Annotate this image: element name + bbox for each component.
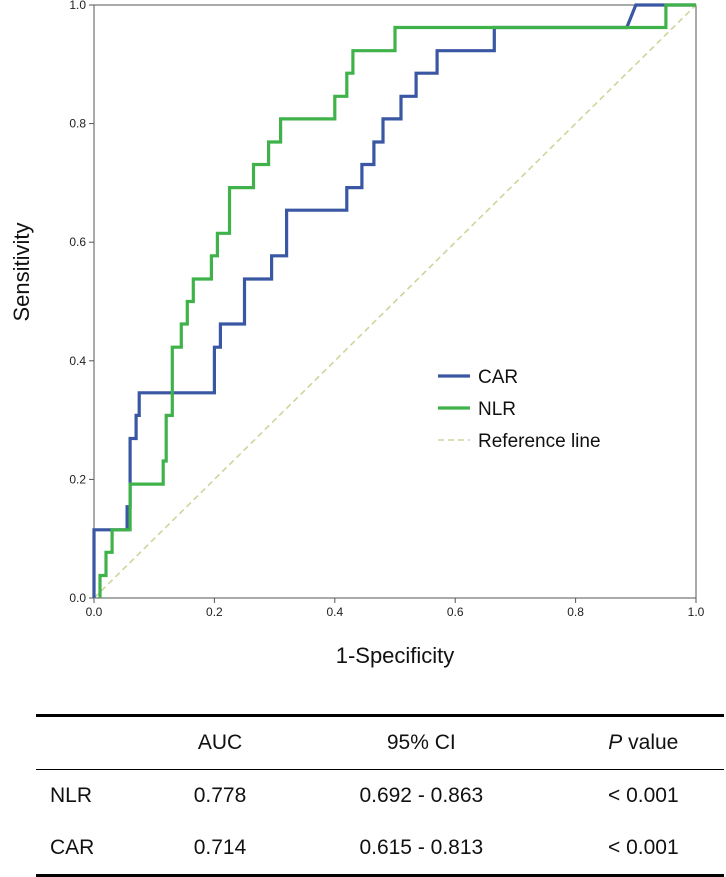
x-tick-label: 0.2 — [206, 605, 223, 619]
y-tick-label: 0.6 — [69, 235, 86, 249]
table-row: CAR 0.714 0.615 - 0.813 < 0.001 — [36, 822, 724, 876]
x-tick-label: 0.4 — [326, 605, 343, 619]
header-auc: AUC — [197, 731, 243, 754]
p-value: < 0.001 — [607, 784, 679, 807]
legend-label: CAR — [478, 367, 518, 388]
y-tick-label: 0.0 — [69, 591, 86, 605]
header-p-value: P value — [563, 716, 724, 770]
header-ci: 95% CI — [386, 731, 456, 754]
ci-value: 0.692 - 0.863 — [359, 784, 484, 807]
legend-label: NLR — [478, 399, 516, 420]
p-symbol: P — [608, 731, 623, 754]
header-blank — [36, 716, 160, 770]
ci-value: 0.615 - 0.813 — [359, 836, 484, 859]
x-tick-label: 1.0 — [688, 605, 705, 619]
table-header-row: AUC 95% CI P value — [36, 715, 724, 770]
series-line-car — [92, 3, 696, 598]
x-tick-label: 0.0 — [86, 605, 103, 619]
roc-chart: 0.0 0.2 0.4 0.6 0.8 1.0 0.0 0.2 0.4 0.6 0.8 1.0 1-S… — [9, 0, 705, 668]
y-tick-label: 0.4 — [69, 354, 86, 368]
x-tick-label: 0.6 — [447, 605, 464, 619]
p-value: < 0.001 — [607, 836, 679, 859]
y-axis-title: Sensitivity — [9, 222, 34, 321]
auc-table: AUC 95% CI P value NLR 0.778 0.692 - 0.8… — [36, 714, 724, 877]
axis-ticks: 0.0 0.2 0.4 0.6 0.8 1.0 0.0 0.2 0.4 0.6 0.8 1.0 — [69, 0, 704, 619]
auc-value: 0.778 — [193, 784, 247, 807]
legend: CAR NLR Reference line — [438, 367, 601, 452]
row-label: NLR — [50, 784, 93, 807]
row-label: CAR — [50, 836, 95, 859]
y-tick-label: 1.0 — [69, 0, 86, 12]
p-value-word: value — [628, 731, 679, 754]
table-row: NLR 0.778 0.692 - 0.863 < 0.001 — [36, 770, 724, 823]
x-axis-title: 1-Specificity — [336, 643, 455, 668]
auc-value: 0.714 — [193, 836, 247, 859]
y-tick-label: 0.8 — [69, 117, 86, 131]
legend-label: Reference line — [478, 431, 601, 452]
series-line-nlr — [98, 3, 696, 598]
series-lines — [92, 3, 697, 599]
y-tick-label: 0.2 — [69, 472, 86, 486]
series-line-reference-line — [93, 4, 697, 599]
x-tick-label: 0.8 — [567, 605, 584, 619]
